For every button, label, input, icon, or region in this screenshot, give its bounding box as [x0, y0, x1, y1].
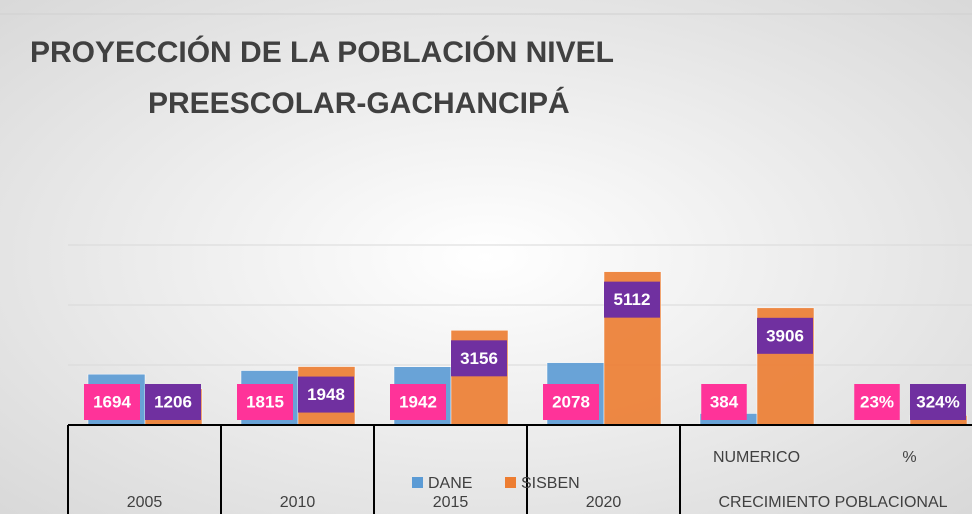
data-label: 2078: [552, 392, 590, 411]
data-label: 1694: [93, 392, 131, 411]
x-tick-label: 2005: [127, 494, 163, 511]
data-label-box: [910, 384, 966, 420]
data-label: 3906: [766, 326, 804, 345]
data-label: 23%: [860, 392, 894, 411]
data-label: 3156: [460, 349, 498, 368]
x-tick-label: 2010: [280, 494, 316, 511]
x-tick-label: %: [902, 449, 916, 466]
data-label: 384: [710, 392, 739, 411]
x-tick-label: 2020: [586, 494, 622, 511]
data-label-box: [701, 384, 747, 420]
data-label-box: [604, 281, 660, 318]
legend-swatch: [412, 477, 423, 488]
data-label-box: [298, 376, 354, 413]
chart-title: PROYECCIÓN DE LA POBLACIÓN NIVEL: [30, 35, 614, 69]
legend-label: SISBEN: [521, 475, 580, 492]
data-label-box: [543, 384, 599, 420]
data-label: 1942: [399, 392, 437, 411]
chart-title: PREESCOLAR-GACHANCIPÁ: [148, 86, 570, 120]
x-group-label: CRECIMIENTO POBLACIONAL: [718, 494, 947, 511]
data-label-box: [237, 384, 293, 420]
data-label-box: [854, 384, 900, 420]
data-label-box: [145, 384, 201, 420]
data-label: 1815: [246, 392, 284, 411]
legend-swatch: [505, 477, 516, 488]
data-label: 1206: [154, 392, 192, 411]
data-label-box: [757, 317, 813, 354]
x-tick-label: NUMERICO: [713, 449, 800, 466]
data-label-box: [84, 384, 140, 420]
data-label: 324%: [916, 392, 959, 411]
x-tick-label: 2015: [433, 494, 469, 511]
data-label-box: [390, 384, 446, 420]
data-label: 1948: [307, 385, 345, 404]
legend-label: DANE: [428, 475, 472, 492]
data-label: 5112: [614, 290, 651, 309]
data-label-box: [451, 340, 507, 377]
